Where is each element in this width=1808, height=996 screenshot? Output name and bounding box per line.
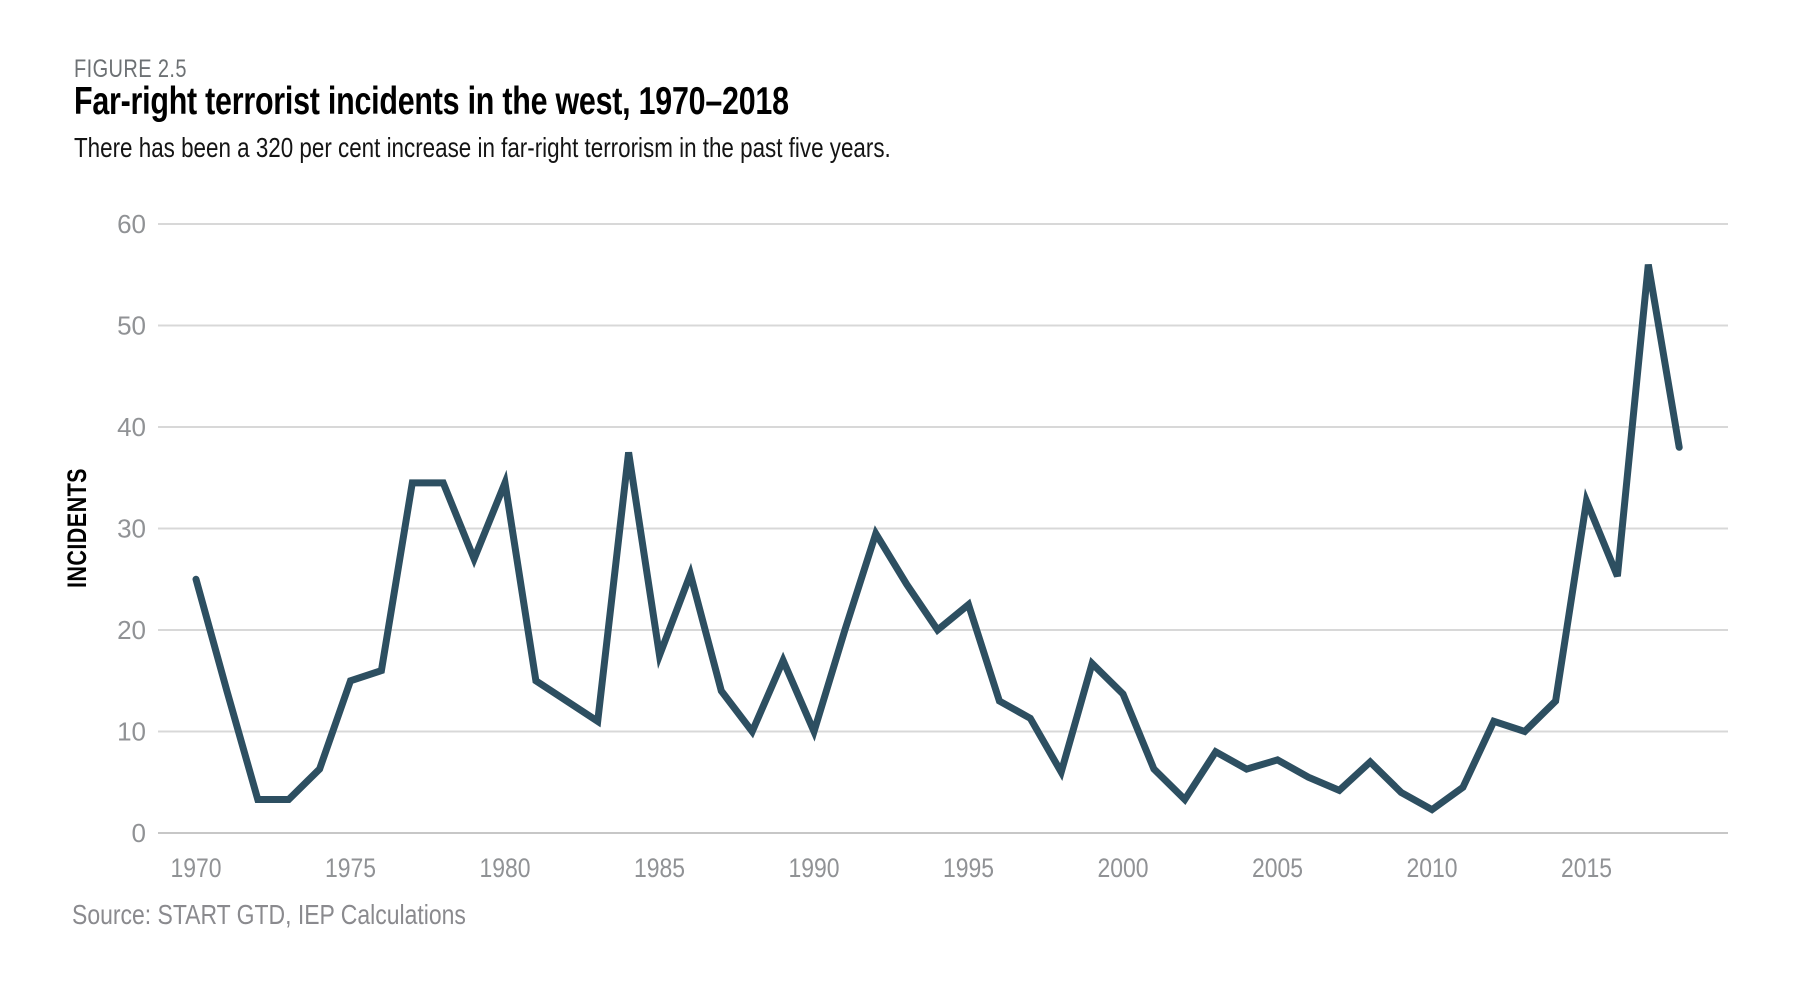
y-axis-title: INCIDENTS <box>63 468 93 588</box>
y-axis-tick-labels: 0 10 20 30 40 50 60 <box>117 209 146 848</box>
x-tick-label-1975: 1975 <box>325 853 376 883</box>
y-tick-label-30: 30 <box>117 514 146 544</box>
x-tick-label-1990: 1990 <box>788 853 839 883</box>
x-tick-label-2005: 2005 <box>1252 853 1303 883</box>
x-tick-label-1980: 1980 <box>479 853 530 883</box>
x-tick-label-1970: 1970 <box>170 853 221 883</box>
x-axis-tick-labels: 1970 1975 1980 1985 1990 1995 2000 2005 2010 2015 <box>170 853 1612 883</box>
x-tick-label-2010: 2010 <box>1406 853 1457 883</box>
y-tick-label-40: 40 <box>117 412 146 442</box>
x-tick-label-2000: 2000 <box>1097 853 1148 883</box>
figure-label: FIGURE 2.5 <box>74 55 187 83</box>
source-note: Source: START GTD, IEP Calculations <box>72 899 466 930</box>
gridlines <box>158 223 1728 834</box>
y-tick-label-60: 60 <box>117 209 146 239</box>
x-tick-label-1985: 1985 <box>634 853 685 883</box>
incidents-line <box>192 264 1683 814</box>
y-tick-label-10: 10 <box>117 717 146 747</box>
y-tick-label-50: 50 <box>117 311 146 341</box>
x-tick-label-1995: 1995 <box>943 853 994 883</box>
y-tick-label-20: 20 <box>117 615 146 645</box>
chart-subtitle: There has been a 320 per cent increase i… <box>74 132 891 163</box>
x-tick-label-2015: 2015 <box>1561 853 1612 883</box>
chart-title: Far-right terrorist incidents in the wes… <box>74 80 789 123</box>
y-tick-label-0: 0 <box>132 818 146 848</box>
